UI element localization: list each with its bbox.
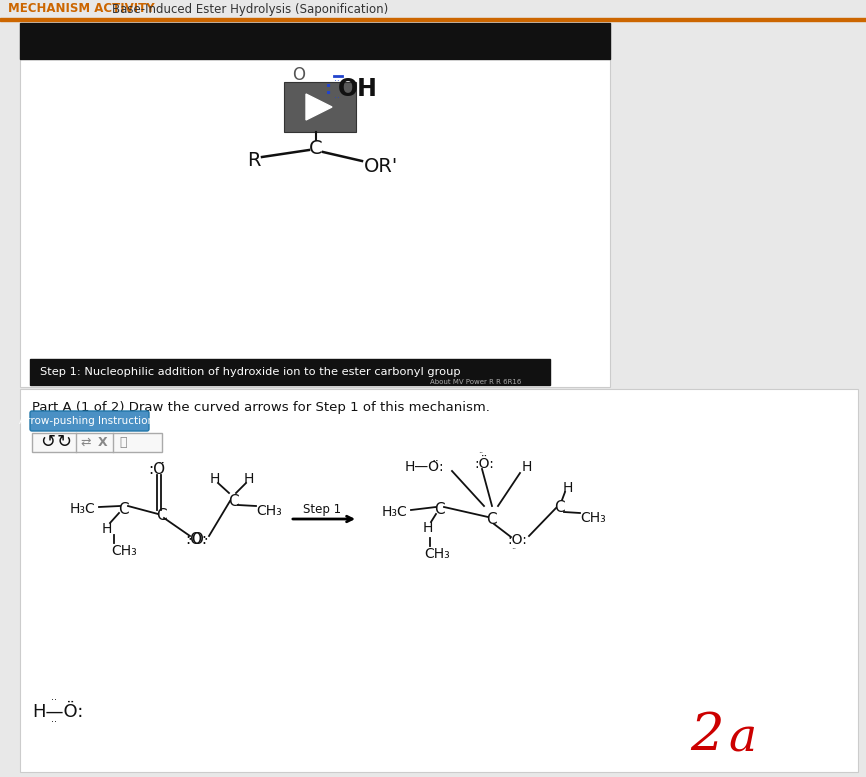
Text: :Ö:: :Ö:: [474, 457, 494, 471]
Text: C: C: [434, 503, 444, 517]
Text: H₃C: H₃C: [382, 505, 408, 519]
Text: R: R: [248, 151, 261, 169]
Text: H: H: [102, 522, 113, 536]
Text: ⎕: ⎕: [119, 436, 126, 449]
Text: X: X: [98, 436, 107, 449]
Text: H: H: [563, 481, 573, 495]
Text: H: H: [423, 521, 433, 535]
Text: C: C: [118, 501, 129, 517]
Text: ↻: ↻: [57, 434, 72, 451]
Text: H: H: [210, 472, 220, 486]
Bar: [32, 433, 162, 452]
Text: C: C: [554, 500, 565, 515]
Text: H—Ö:: H—Ö:: [405, 460, 444, 474]
Text: H: H: [244, 472, 255, 486]
Bar: [0, 18, 866, 21]
Text: ··: ··: [334, 78, 339, 86]
Text: a: a: [728, 716, 756, 761]
Text: MECHANISM ACTIVITY: MECHANISM ACTIVITY: [8, 2, 155, 16]
Text: ··: ··: [51, 695, 57, 705]
Text: :O:: :O:: [185, 531, 207, 546]
Text: Base-Induced Ester Hydrolysis (Saponification): Base-Induced Ester Hydrolysis (Saponific…: [112, 2, 388, 16]
Bar: [284, 82, 356, 132]
Text: C: C: [228, 493, 239, 508]
Bar: [20, 23, 610, 59]
Text: ⋅O⋅: ⋅O⋅: [187, 531, 209, 546]
Bar: [20, 23, 610, 387]
Text: ··: ··: [478, 450, 483, 458]
Text: Arrow-pushing Instructions: Arrow-pushing Instructions: [19, 416, 159, 426]
Text: CH₃: CH₃: [580, 511, 605, 525]
Text: :: :: [325, 80, 333, 98]
Text: H₃C: H₃C: [70, 502, 96, 516]
Text: :O:: :O:: [507, 533, 527, 547]
FancyBboxPatch shape: [30, 411, 149, 431]
Text: CH₃: CH₃: [111, 544, 137, 558]
Text: C: C: [309, 138, 323, 158]
Text: Part A (1 of 2) Draw the curved arrows for Step 1 of this mechanism.: Part A (1 of 2) Draw the curved arrows f…: [32, 400, 490, 413]
Text: CH₃: CH₃: [256, 504, 281, 518]
Text: O: O: [293, 66, 306, 84]
Text: H: H: [522, 460, 533, 474]
Text: ↺: ↺: [40, 434, 55, 451]
Polygon shape: [306, 94, 332, 120]
Text: C: C: [156, 508, 166, 524]
Text: ··: ··: [511, 545, 516, 555]
Text: About MV Power R R 6R16: About MV Power R R 6R16: [430, 379, 521, 385]
Text: OH: OH: [338, 77, 378, 101]
Bar: [0, 0, 866, 18]
Text: ⇄: ⇄: [80, 436, 91, 449]
Text: C: C: [486, 511, 496, 527]
Bar: [20, 389, 858, 772]
Text: ··: ··: [334, 95, 339, 103]
Text: H—Ö:: H—Ö:: [32, 703, 83, 721]
Text: Step 1: Step 1: [303, 503, 341, 515]
Text: :Ö: :Ö: [148, 462, 165, 476]
Bar: [30, 359, 550, 385]
Text: CH₃: CH₃: [424, 547, 449, 561]
Text: OR': OR': [364, 156, 398, 176]
Text: ··: ··: [51, 717, 57, 727]
Text: 2: 2: [690, 709, 723, 761]
Text: Step 1: Nucleophilic addition of hydroxide ion to the ester carbonyl group: Step 1: Nucleophilic addition of hydroxi…: [40, 367, 461, 377]
